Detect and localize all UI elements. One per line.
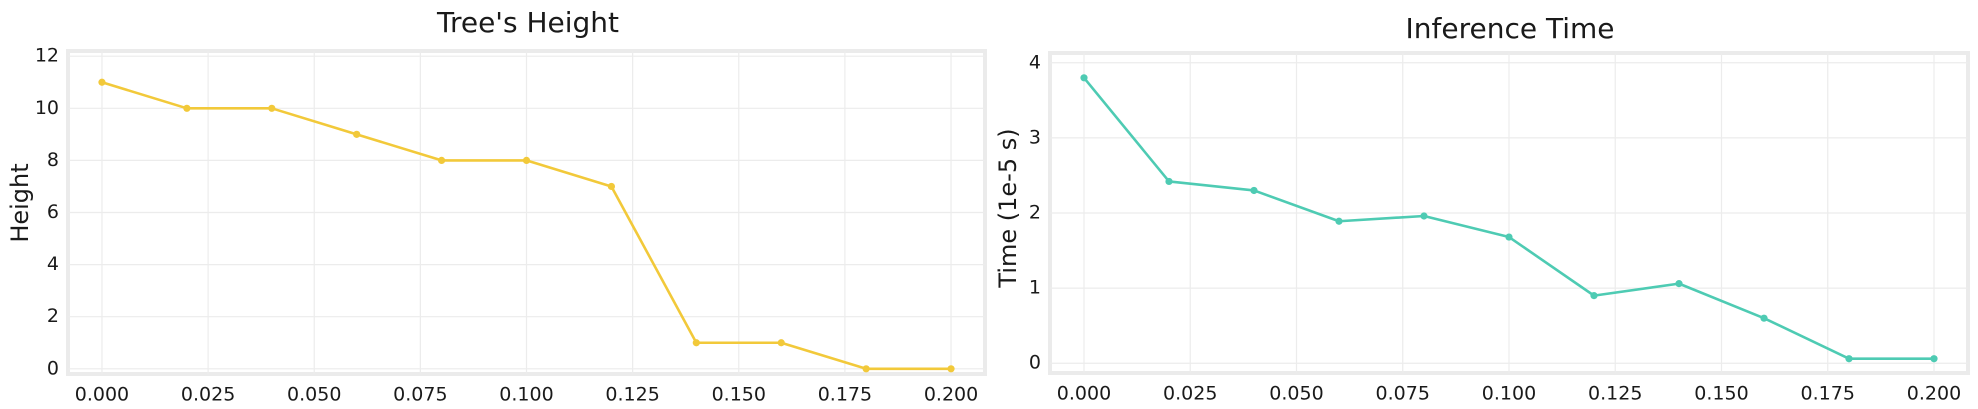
data-point <box>692 339 700 347</box>
y-tick-label: 8 <box>47 149 59 171</box>
data-point <box>1845 355 1853 363</box>
y-axis-label: Height <box>6 163 34 242</box>
chart-inference-time: Inference Time Time (1e-5 s) 0 1 2 3 4 0.000… <box>994 12 1970 405</box>
x-tick-label: 0.000 <box>1057 383 1111 405</box>
x-tick-label: 0.150 <box>712 384 766 406</box>
y-tick-label: 0 <box>1029 352 1041 374</box>
x-tick-label: 0.125 <box>605 384 659 406</box>
data-point <box>353 130 361 138</box>
y-tick-label: 4 <box>47 253 59 275</box>
y-tick-label: 12 <box>35 45 59 67</box>
x-tick-label: 0.200 <box>924 384 978 406</box>
series-layer <box>98 78 955 373</box>
x-tick-label: 0.100 <box>1482 383 1536 405</box>
y-tick-label: 0 <box>47 357 59 379</box>
x-tick-label: 0.000 <box>75 384 129 406</box>
x-tick-label: 0.050 <box>287 384 341 406</box>
y-axis-label: Time (1e-5 s) <box>994 128 1022 288</box>
x-tick-label: 0.150 <box>1694 383 1748 405</box>
data-point <box>1505 233 1513 241</box>
data-point <box>777 339 785 347</box>
y-tick-label: 1 <box>1029 277 1041 299</box>
y-tick-label: 3 <box>1029 126 1041 148</box>
data-point <box>437 156 446 165</box>
y-tick-label: 2 <box>47 305 59 327</box>
y-tick-label: 6 <box>47 201 59 223</box>
series-layer <box>1080 74 1938 363</box>
grid-lines <box>68 51 985 374</box>
chart-tree-height: Tree's Height Height 0 2 4 6 8 10 12 0.000 0.02… <box>6 6 987 406</box>
grid-lines <box>1050 53 1968 373</box>
chart-title: Inference Time <box>1405 12 1614 45</box>
data-point <box>1760 314 1768 322</box>
x-tick-label: 0.175 <box>818 384 872 406</box>
y-tick-labels: 0 1 2 3 4 <box>1029 51 1041 373</box>
x-tick-label: 0.075 <box>1376 383 1430 405</box>
y-tick-label: 10 <box>35 97 59 119</box>
data-point <box>1250 186 1258 195</box>
data-point <box>1590 292 1598 300</box>
x-tick-label: 0.200 <box>1907 383 1961 405</box>
x-tick-labels: 0.000 0.025 0.050 0.075 0.100 0.125 0.150 0.175… <box>1057 383 1961 405</box>
y-tick-label: 4 <box>1029 51 1041 73</box>
data-point <box>1080 74 1088 82</box>
x-tick-label: 0.075 <box>393 384 447 406</box>
x-tick-label: 0.025 <box>181 384 235 406</box>
data-point <box>862 365 870 373</box>
data-point <box>1930 355 1938 363</box>
data-point <box>1335 217 1343 225</box>
x-tick-label: 0.025 <box>1163 383 1217 405</box>
data-point <box>947 365 955 373</box>
y-tick-labels: 0 2 4 6 8 10 12 <box>35 45 59 380</box>
data-point <box>1165 177 1173 186</box>
x-tick-label: 0.125 <box>1588 383 1642 405</box>
x-tick-label: 0.100 <box>499 384 553 406</box>
x-tick-label: 0.050 <box>1269 383 1323 405</box>
x-tick-labels: 0.000 0.025 0.050 0.075 0.100 0.125 0.150 0.175… <box>75 384 978 406</box>
chart-title: Tree's Height <box>436 6 619 39</box>
x-tick-label: 0.175 <box>1801 383 1855 405</box>
data-point <box>183 104 191 112</box>
data-point <box>522 156 531 165</box>
data-point <box>1420 212 1428 220</box>
y-tick-label: 2 <box>1029 202 1041 224</box>
data-point <box>268 104 276 112</box>
data-point <box>1675 280 1683 288</box>
data-point <box>607 182 616 191</box>
data-point <box>98 78 106 86</box>
